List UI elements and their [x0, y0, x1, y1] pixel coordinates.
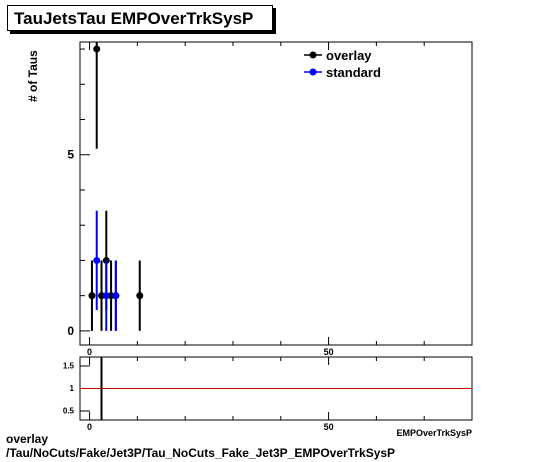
legend-label: standard [326, 65, 381, 80]
chart-title: TauJetsTau EMPOverTrkSysP [7, 5, 273, 31]
ratio-axes: 0 50 0.5 1 1.5 [63, 357, 473, 432]
legend-marker [309, 51, 317, 59]
legend-label: overlay [326, 48, 372, 63]
main-data-point [136, 292, 144, 300]
ratio-x-tick-label: 50 [324, 422, 334, 432]
main-data-point [102, 292, 110, 300]
footer-line-1: overlay [6, 432, 49, 446]
main-x-tick-label: 0 [87, 347, 92, 357]
ratio-x-tick-label: 0 [87, 422, 92, 432]
main-data-point [112, 292, 120, 300]
main-plot-frame [79, 41, 473, 346]
ratio-marks [80, 357, 472, 420]
x-axis-label: EMPOverTrkSysP [396, 428, 472, 438]
main-data-point [93, 45, 101, 53]
main-y-tick-label: 0 [67, 324, 74, 338]
main-x-tick-label: 50 [324, 347, 334, 357]
main-data-point [88, 292, 96, 300]
main-y-tick-label: 5 [67, 148, 74, 162]
ratio-y-tick-label: 1 [70, 384, 75, 393]
main-data-point [93, 256, 101, 264]
main-marks [88, 42, 144, 331]
footer-line-2: /Tau/NoCuts/Fake/Jet3P/Tau_NoCuts_Fake_J… [6, 446, 396, 460]
legend: overlay standard [304, 48, 381, 80]
main-axes: 0 50 0 5 [67, 42, 473, 357]
legend-marker [309, 68, 317, 76]
ratio-y-tick-label: 0.5 [63, 407, 75, 416]
ratio-y-tick-label: 1.5 [63, 362, 75, 371]
